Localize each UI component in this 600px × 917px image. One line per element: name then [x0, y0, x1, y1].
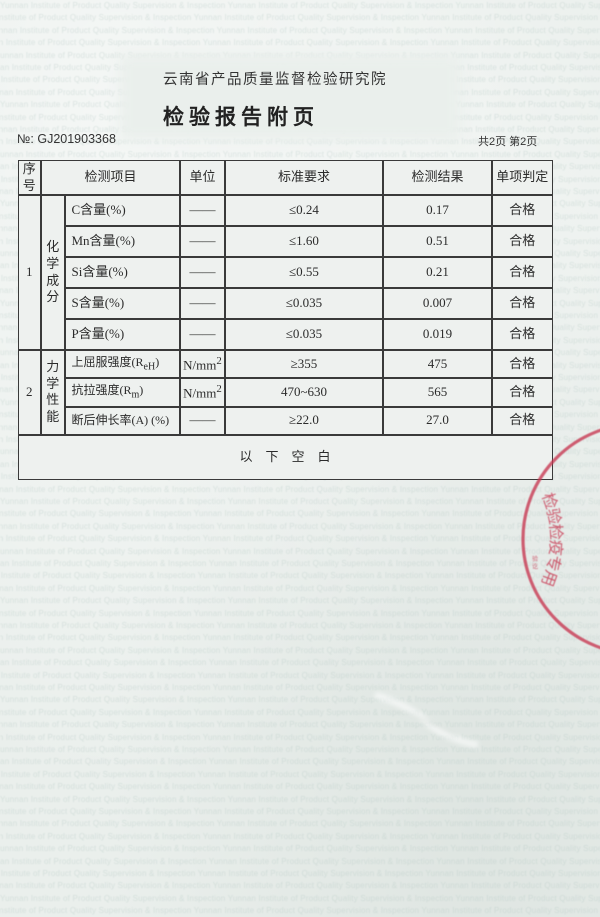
svg-text:检验检疫专用: 检验检疫专用: [538, 491, 565, 588]
svg-text:验: 验: [532, 555, 538, 563]
svg-text:讫: 讫: [532, 563, 538, 571]
